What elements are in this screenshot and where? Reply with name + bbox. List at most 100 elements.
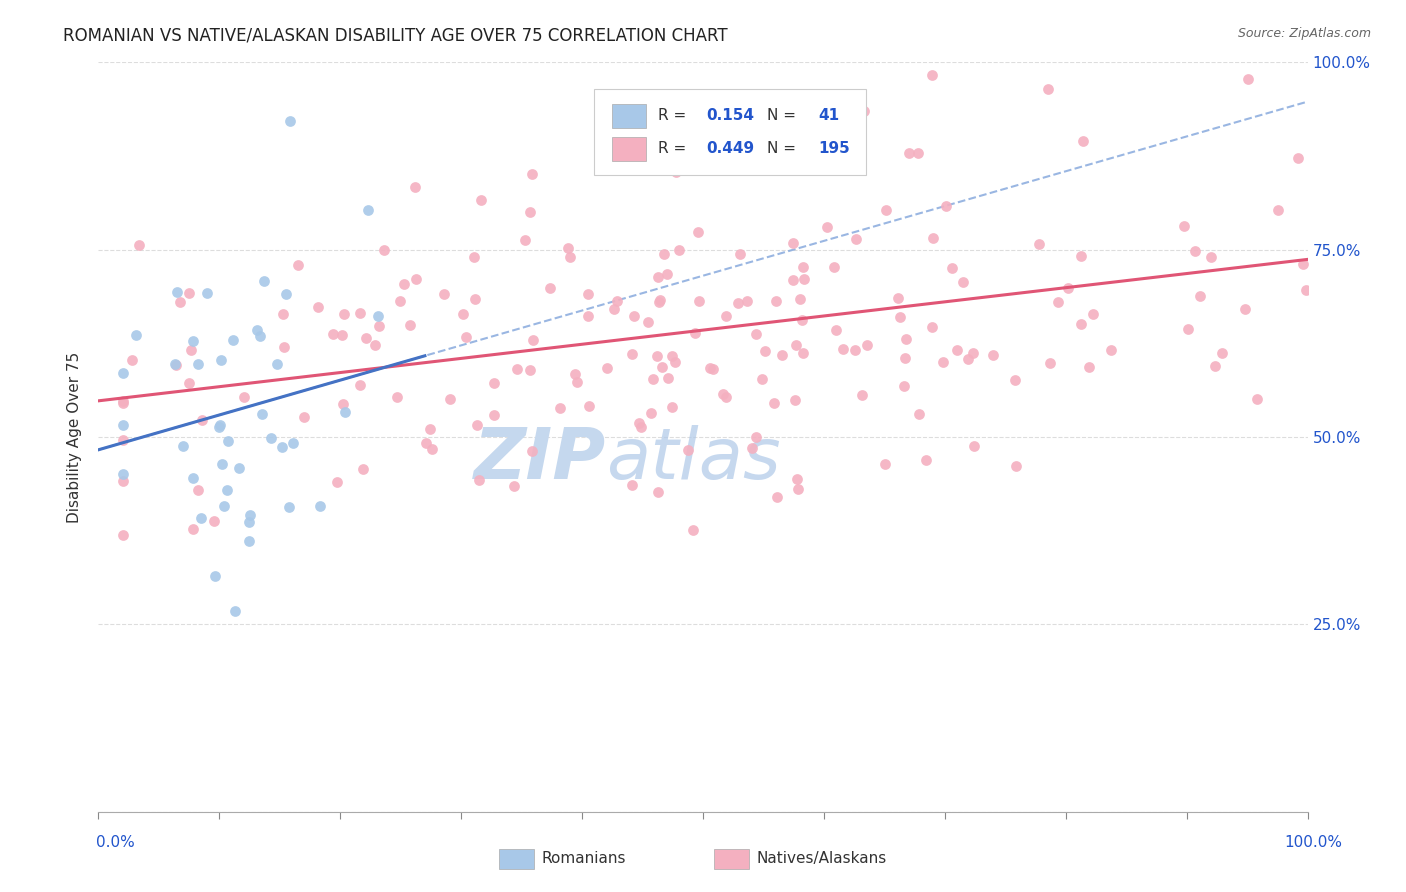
Point [277, 500, 299, 514]
Point [756, 126, 779, 140]
Point [239, 508, 262, 522]
Text: ROMANIAN VS NATIVE/ALASKAN DISABILITY AGE OVER 75 CORRELATION CHART: ROMANIAN VS NATIVE/ALASKAN DISABILITY AG… [63, 27, 728, 45]
Point [763, 396, 786, 410]
Point [522, 443, 544, 458]
Point [209, 353, 232, 368]
Point [273, 340, 295, 354]
Point [333, 405, 356, 419]
Point [212, 500, 235, 514]
Point [907, 146, 929, 161]
Point [702, 362, 724, 376]
Point [856, 338, 879, 352]
Point [845, 232, 868, 246]
Point [875, 203, 897, 218]
Text: 41: 41 [818, 108, 839, 123]
Point [354, 331, 377, 345]
Point [1173, 219, 1195, 234]
Point [1070, 249, 1092, 263]
Point [1177, 322, 1199, 336]
Point [224, 604, 246, 618]
Text: atlas: atlas [606, 425, 780, 494]
Point [520, 167, 543, 181]
Point [405, 271, 427, 285]
Point [664, 355, 686, 369]
Point [217, 434, 239, 449]
Point [699, 361, 721, 376]
Y-axis label: Disability Age Over 75: Disability Age Over 75 [67, 351, 83, 523]
Point [727, 296, 749, 310]
Point [815, 219, 838, 234]
Point [946, 343, 969, 357]
Point [326, 475, 349, 489]
Point [661, 349, 683, 363]
Point [603, 302, 626, 317]
Point [121, 352, 143, 367]
Point [502, 479, 524, 493]
Text: 195: 195 [818, 141, 849, 156]
Point [621, 347, 644, 361]
Point [650, 359, 672, 374]
Point [111, 393, 134, 408]
Point [1204, 359, 1226, 373]
Point [238, 533, 260, 548]
Point [893, 379, 915, 393]
Point [1320, 232, 1343, 246]
Point [1070, 317, 1092, 331]
Point [208, 419, 231, 434]
Point [686, 225, 709, 239]
Point [823, 260, 845, 275]
Text: R =: R = [658, 141, 692, 156]
Point [606, 294, 628, 309]
Point [352, 462, 374, 476]
Point [643, 372, 665, 386]
Point [287, 258, 309, 272]
Point [1286, 151, 1309, 165]
Point [935, 198, 957, 212]
Point [557, 241, 579, 255]
Point [215, 483, 238, 498]
Point [921, 320, 943, 334]
Point [349, 377, 371, 392]
Point [451, 307, 474, 321]
Point [363, 338, 385, 352]
Point [652, 246, 675, 260]
Point [844, 343, 866, 357]
Point [627, 417, 650, 431]
Point [792, 346, 814, 360]
Point [915, 453, 938, 467]
Point [422, 442, 444, 456]
Point [645, 349, 668, 363]
Point [111, 396, 134, 410]
Point [238, 515, 260, 529]
Point [578, 399, 600, 413]
Point [204, 514, 226, 528]
Point [896, 332, 918, 346]
Point [1211, 346, 1233, 360]
Point [1099, 343, 1122, 357]
Point [789, 292, 811, 306]
Point [661, 401, 683, 415]
Point [181, 522, 204, 536]
Point [322, 326, 344, 341]
Point [307, 300, 329, 314]
Point [921, 231, 943, 245]
Point [825, 323, 848, 337]
Point [292, 410, 315, 425]
Point [228, 460, 250, 475]
Point [111, 528, 134, 542]
Point [332, 397, 354, 411]
Point [931, 355, 953, 369]
Text: R =: R = [658, 108, 692, 123]
Point [1246, 392, 1268, 406]
Point [513, 233, 536, 247]
Point [962, 346, 984, 360]
Text: Source: ZipAtlas.com: Source: ZipAtlas.com [1237, 27, 1371, 40]
Point [682, 523, 704, 537]
Point [278, 114, 301, 128]
Point [792, 313, 814, 327]
Point [111, 467, 134, 481]
Point [385, 390, 408, 404]
Point [1188, 289, 1211, 303]
Point [1292, 257, 1315, 271]
Point [683, 326, 706, 341]
